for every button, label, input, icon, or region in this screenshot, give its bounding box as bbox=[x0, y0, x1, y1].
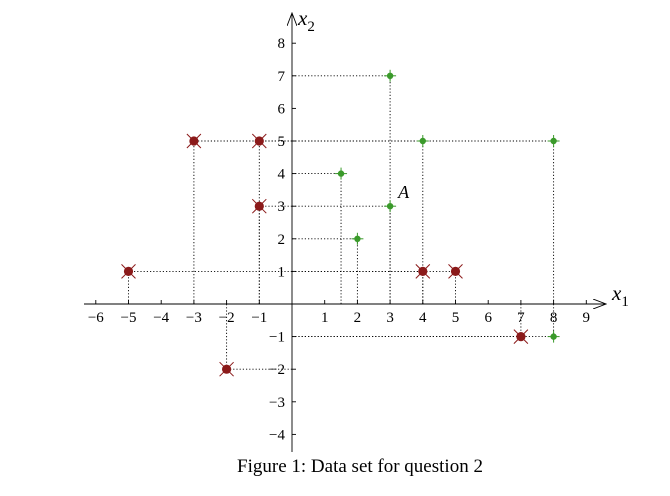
negative-point bbox=[448, 264, 463, 279]
y-tick-label: 3 bbox=[278, 199, 286, 215]
x-tick-label: 9 bbox=[583, 310, 591, 326]
negative-point bbox=[415, 264, 431, 279]
x-tick-label: −4 bbox=[153, 310, 169, 326]
point-annotation: A bbox=[397, 182, 410, 202]
figure-caption: Figure 1: Data set for question 2 bbox=[237, 456, 483, 477]
positive-point bbox=[547, 135, 560, 147]
positive-point bbox=[416, 135, 429, 147]
positive-point bbox=[547, 330, 560, 343]
positive-point bbox=[351, 232, 364, 245]
y-tick-label: 2 bbox=[278, 232, 286, 248]
x-tick-label: 2 bbox=[354, 310, 362, 326]
x-tick-label: 8 bbox=[550, 310, 558, 326]
x-tick-label: 5 bbox=[452, 310, 460, 326]
negative-point bbox=[121, 264, 136, 279]
x-tick-label: 6 bbox=[484, 310, 492, 326]
y-tick-label: 7 bbox=[278, 69, 286, 85]
x-axis-label: x1 bbox=[611, 281, 629, 310]
y-tick-label: 6 bbox=[278, 101, 286, 117]
x-tick-label: 7 bbox=[517, 310, 525, 326]
x-tick-label: −3 bbox=[186, 310, 202, 326]
y-tick-label: 5 bbox=[278, 134, 286, 150]
y-tick-label: −2 bbox=[269, 362, 285, 378]
projection-lines bbox=[128, 75, 555, 370]
axis-labels: x1 x2 bbox=[297, 6, 629, 310]
x-tick-label: 4 bbox=[419, 310, 427, 326]
negative-point bbox=[251, 133, 267, 149]
negative-point bbox=[251, 198, 267, 214]
axis-ticks: −6 −5 −4 −3 −2 −1 1 2 3 4 5 6 7 8 9 −4 −3 −2 −1 1 2 3 4 5 6 7 8 bbox=[88, 36, 590, 443]
y-tick-label: −3 bbox=[269, 395, 285, 411]
y-tick-label: 4 bbox=[278, 167, 286, 183]
x-tick-label: −6 bbox=[88, 310, 104, 326]
x-tick-label: 1 bbox=[321, 310, 329, 326]
x-tick-label: −5 bbox=[121, 310, 137, 326]
x-tick-label: 3 bbox=[386, 310, 394, 326]
y-tick-label: −4 bbox=[269, 427, 285, 443]
y-tick-label: 8 bbox=[278, 36, 286, 52]
positive-point bbox=[384, 69, 397, 82]
axes bbox=[84, 13, 606, 452]
x-tick-label: −1 bbox=[251, 310, 267, 326]
positive-point bbox=[384, 200, 397, 213]
y-tick-label: −1 bbox=[269, 330, 285, 346]
data-points bbox=[121, 69, 560, 377]
y-axis-label: x2 bbox=[297, 6, 315, 35]
negative-point bbox=[219, 361, 234, 377]
positive-point bbox=[335, 167, 348, 180]
annotations: A bbox=[397, 182, 410, 202]
negative-point bbox=[186, 133, 202, 149]
x-tick-label: −2 bbox=[219, 310, 235, 326]
negative-point bbox=[513, 329, 529, 344]
y-tick-label: 1 bbox=[278, 264, 286, 280]
